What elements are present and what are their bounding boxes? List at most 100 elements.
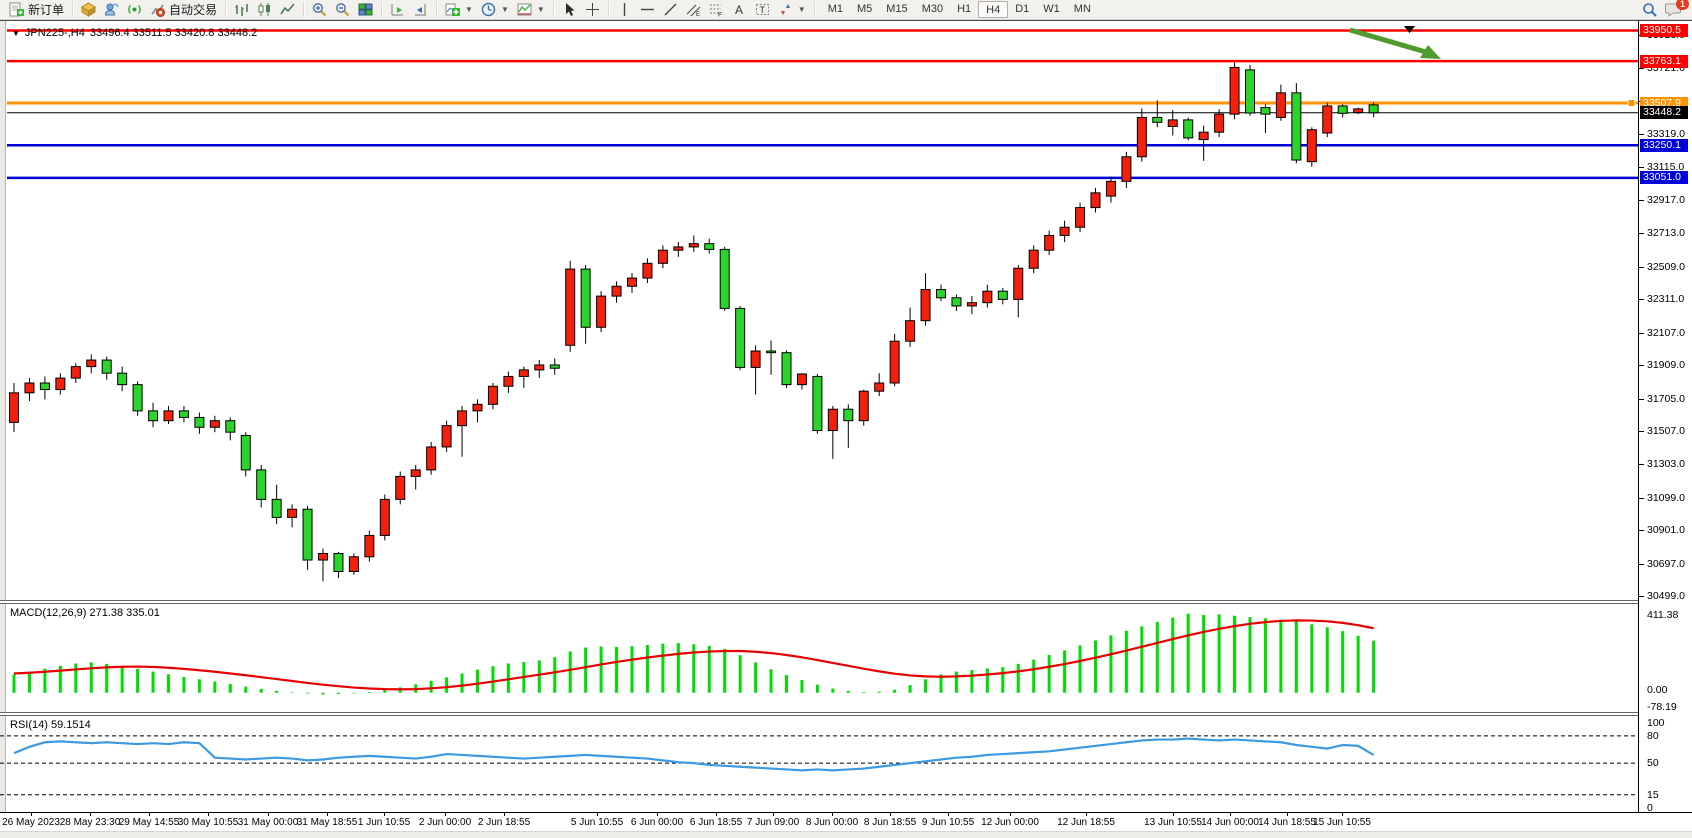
macd-canvas[interactable] [0, 604, 1638, 712]
time-tick-mark [384, 812, 385, 816]
timeframe-button-W1[interactable]: W1 [1043, 3, 1060, 15]
macd-pane[interactable]: MACD(12,26,9) 271.38 335.01 [0, 604, 1638, 712]
time-axis[interactable]: 26 May 2023 28 May 23:30 29 May 14:55 30 Ma… [0, 812, 1692, 831]
timeframe-button-D1[interactable]: D1 [1015, 3, 1030, 15]
indicators-button[interactable]: ▼ [441, 1, 477, 19]
time-label: 15 Jun 10:55 [1313, 817, 1371, 828]
time-label: 1 Jun 10:55 [357, 817, 411, 828]
pane-separator[interactable] [0, 712, 1692, 716]
autotrading-button[interactable]: 自动交易 [146, 1, 221, 19]
timeframe-button-M1[interactable]: M1 [827, 3, 843, 15]
price-badge-33448.2: 33448.2 [1640, 106, 1688, 120]
time-tick-mark [948, 812, 949, 816]
price-badge-33507.9: 33507.9 [1640, 96, 1688, 110]
price-badge-33250.1: 33250.1 [1640, 138, 1688, 152]
rsi-axis-50: 50 [1647, 757, 1659, 770]
templates-button[interactable]: ▼ [513, 1, 549, 19]
one-click-trading-arrow-icon[interactable]: ▼ [12, 28, 20, 38]
line-chart-button[interactable] [276, 1, 299, 19]
time-tick-mark [716, 812, 717, 816]
main-chart-pane[interactable]: ▼ JPN225-,H4 33496.4 33511.5 33420.8 334… [0, 23, 1638, 600]
bars-chart-icon [234, 2, 249, 17]
indicators-dropdown-icon: ▼ [465, 5, 473, 14]
new-order-button[interactable]: 新订单 [5, 1, 68, 19]
chart-title: ▼ JPN225-,H4 33496.4 33511.5 33420.8 334… [12, 27, 257, 39]
chart-symbol-period: JPN225-,H4 [24, 27, 85, 39]
price-tick-label: 32917.0 [1647, 193, 1685, 206]
signals-icon [127, 2, 142, 17]
chart-shift-marker-icon[interactable] [1404, 26, 1415, 33]
market-watch-button[interactable] [77, 1, 100, 19]
toolbar-separator [381, 2, 383, 17]
zoom-out-button[interactable] [331, 1, 354, 19]
timeframe-toolbar: M1 M5 M15 M30 H1 H4 D1 W1 MN [821, 1, 1098, 18]
price-tick-label: 32713.0 [1647, 227, 1685, 240]
pane-separator[interactable] [0, 600, 1692, 604]
time-tick-mark [1342, 812, 1343, 816]
label-tool-button[interactable]: T [751, 1, 774, 19]
zoom-in-button[interactable] [308, 1, 331, 19]
market-watch-icon [81, 2, 96, 17]
timeframe-button-M5[interactable]: M5 [857, 3, 873, 15]
time-tick-mark [31, 812, 32, 816]
time-tick-mark [90, 812, 91, 816]
trendline-tool-button[interactable] [659, 1, 682, 19]
price-tick-label: 32311.0 [1647, 293, 1685, 306]
time-label: 31 May 00:00 [237, 817, 299, 828]
main-chart-canvas[interactable] [0, 23, 1638, 600]
time-tick-mark [445, 812, 446, 816]
tile-windows-button[interactable] [354, 1, 377, 19]
price-tick-mark [1639, 563, 1644, 565]
search-icon[interactable] [1642, 2, 1657, 17]
data-window-button[interactable] [100, 1, 123, 19]
time-label: 8 Jun 18:55 [863, 817, 917, 828]
periods-button[interactable]: ▼ [477, 1, 513, 19]
vertical-line-tool-button[interactable] [613, 1, 636, 19]
horizontal-line-tool-button[interactable] [636, 1, 659, 19]
candlestick-chart-icon [257, 2, 272, 17]
price-tick-mark [1639, 596, 1644, 598]
fibonacci-tool-button[interactable]: F [705, 1, 728, 19]
time-tick-mark [268, 812, 269, 816]
timeframe-button-H4[interactable]: H4 [978, 1, 1009, 18]
arrows-tool-button[interactable]: ▼ [774, 1, 810, 19]
price-tick-mark [1639, 299, 1644, 301]
time-tick-mark [504, 812, 505, 816]
crosshair-tool-button[interactable] [581, 1, 604, 19]
arrow-annotation[interactable] [1349, 27, 1427, 55]
price-tick-label: 31099.0 [1647, 491, 1685, 504]
price-tick-mark [1639, 398, 1644, 400]
rsi-canvas[interactable] [0, 716, 1638, 812]
chat-button[interactable]: 1 [1665, 0, 1689, 17]
price-badge-33950.5: 33950.5 [1640, 23, 1688, 37]
rsi-pane[interactable]: RSI(14) 59.1514 [0, 716, 1638, 812]
autoscroll-button[interactable] [386, 1, 409, 19]
text-tool-button[interactable]: A [728, 1, 751, 19]
timeframe-button-MN[interactable]: MN [1073, 3, 1091, 15]
time-label: 29 May 14:55 [118, 817, 180, 828]
chart-shift-button[interactable] [409, 1, 432, 19]
time-label: 14 Jun 18:55 [1258, 817, 1316, 828]
price-axis[interactable]: 33923.033721.033519.033319.033115.032917… [1638, 21, 1692, 814]
cursor-tool-button[interactable] [558, 1, 581, 19]
price-tick-label: 31507.0 [1647, 425, 1685, 438]
channel-tool-button[interactable]: E [682, 1, 705, 19]
bars-chart-button[interactable] [230, 1, 253, 19]
price-tick-mark [1639, 365, 1644, 367]
time-tick-mark [657, 812, 658, 816]
timeframe-button-M30[interactable]: M30 [921, 3, 944, 15]
timeframe-button-H1[interactable]: H1 [957, 3, 972, 15]
price-tick-mark [1639, 167, 1644, 169]
text-label-icon: T [755, 2, 770, 17]
price-tick-mark [1639, 199, 1644, 201]
signals-button[interactable] [123, 1, 146, 19]
time-tick-mark [1287, 812, 1288, 816]
rsi-label: RSI(14) 59.1514 [10, 719, 91, 731]
candlestick-chart-button[interactable] [253, 1, 276, 19]
timeframe-button-M15[interactable]: M15 [886, 3, 908, 15]
trendline-icon [663, 2, 678, 17]
price-tick-label: 30901.0 [1647, 524, 1685, 537]
chart-shift-icon [413, 2, 428, 17]
price-tick-label: 30697.0 [1647, 557, 1685, 570]
hline-drag-handle[interactable] [1627, 99, 1636, 108]
